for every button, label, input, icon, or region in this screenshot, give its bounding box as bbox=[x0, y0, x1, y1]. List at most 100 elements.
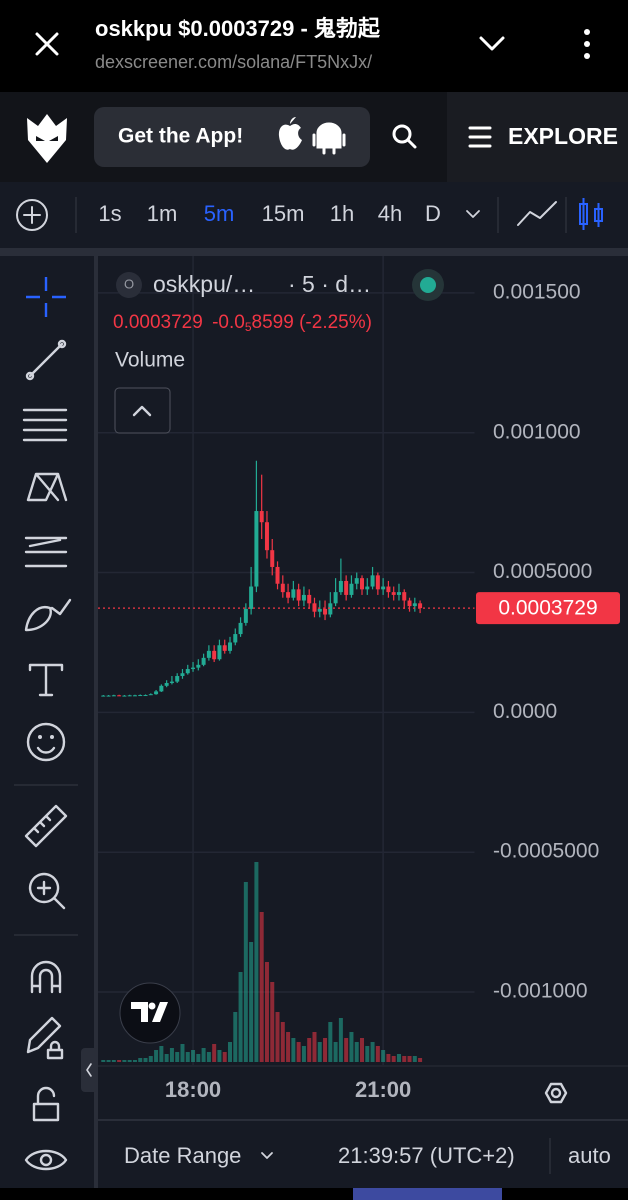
volume-bar bbox=[238, 972, 243, 1062]
candle-body bbox=[212, 650, 217, 660]
pattern-tool[interactable] bbox=[26, 472, 68, 502]
auto-scale-button[interactable]: auto bbox=[568, 1143, 611, 1168]
volume-bar bbox=[122, 1060, 127, 1062]
candle-body bbox=[338, 580, 343, 593]
legend-change-subscript: 5 bbox=[245, 320, 252, 334]
volume-bar bbox=[280, 1022, 285, 1062]
settings-button[interactable] bbox=[544, 1082, 568, 1104]
menu-button[interactable] bbox=[584, 29, 590, 59]
candle-body bbox=[243, 608, 248, 623]
logo[interactable] bbox=[27, 114, 67, 163]
candle-body bbox=[117, 695, 122, 697]
tradingview-logo[interactable] bbox=[119, 982, 181, 1044]
collapse-tools-button[interactable] bbox=[81, 1048, 98, 1092]
search-button[interactable] bbox=[392, 124, 412, 144]
volume-bar bbox=[344, 1038, 349, 1062]
symbol-info: · 5 · d… bbox=[288, 271, 371, 297]
candle-body bbox=[412, 603, 417, 607]
volume-bar bbox=[148, 1056, 153, 1062]
candle-body bbox=[296, 589, 301, 601]
candle-body bbox=[307, 594, 312, 604]
interval-button[interactable]: 1s bbox=[98, 201, 121, 226]
candle-body bbox=[185, 669, 190, 674]
interval-button[interactable]: 1h bbox=[330, 201, 354, 226]
lock-tool[interactable] bbox=[32, 1086, 60, 1122]
clock[interactable]: 21:39:57 (UTC+2) bbox=[338, 1143, 515, 1168]
logo-eyes bbox=[36, 136, 58, 141]
collapse-legend-button[interactable] bbox=[114, 387, 171, 434]
candle-body bbox=[175, 676, 180, 682]
volume-bar bbox=[354, 1042, 359, 1062]
volume-bar bbox=[396, 1054, 401, 1062]
interval-button[interactable]: 15m bbox=[262, 201, 305, 226]
browser-bar bbox=[0, 0, 628, 92]
candle-body bbox=[148, 694, 153, 696]
candle-body bbox=[328, 603, 333, 615]
volume-bar bbox=[222, 1052, 227, 1062]
volume-bar bbox=[201, 1048, 206, 1062]
close-button[interactable] bbox=[35, 32, 59, 56]
line-chart-button[interactable] bbox=[517, 201, 557, 226]
lock-draw-tool[interactable] bbox=[26, 1016, 64, 1060]
trend-line-tool[interactable] bbox=[25, 339, 67, 381]
volume-bar bbox=[233, 1012, 238, 1062]
magnet-tool[interactable] bbox=[30, 960, 62, 994]
interval-button[interactable]: D bbox=[425, 201, 441, 226]
text-tool[interactable] bbox=[28, 663, 64, 697]
candle-body bbox=[238, 622, 243, 635]
search-handle bbox=[406, 138, 417, 149]
volume-bar bbox=[349, 1032, 354, 1062]
candle-body bbox=[206, 650, 211, 658]
candle-body bbox=[270, 550, 275, 567]
candle-body bbox=[106, 695, 111, 697]
candle-body bbox=[222, 645, 227, 651]
volume-bar bbox=[412, 1056, 417, 1062]
volume-bar bbox=[143, 1058, 148, 1062]
collapse-tools-icon bbox=[86, 1063, 92, 1077]
crosshair-tool[interactable] bbox=[26, 277, 66, 317]
app-button[interactable] bbox=[94, 107, 370, 167]
candle-chart-button[interactable] bbox=[579, 198, 603, 230]
volume-bar bbox=[370, 1042, 375, 1062]
volume-bar bbox=[259, 912, 264, 1062]
candle-body bbox=[122, 695, 127, 697]
date-range-button[interactable]: Date Range bbox=[124, 1143, 241, 1168]
candle-body bbox=[349, 583, 354, 595]
volume-bar bbox=[101, 1060, 106, 1062]
chart-toolbar bbox=[0, 182, 628, 248]
volume-bar bbox=[180, 1044, 185, 1062]
symbol-name[interactable]: oskkpu/… bbox=[153, 271, 255, 297]
volume-bar bbox=[264, 962, 269, 1062]
interval-button[interactable]: 1m bbox=[147, 201, 178, 226]
candle-body bbox=[101, 695, 106, 697]
prediction-tool[interactable] bbox=[24, 536, 68, 568]
candle-body bbox=[111, 695, 116, 697]
volume-bar bbox=[175, 1052, 180, 1062]
collapse-icon bbox=[132, 405, 152, 417]
interval-button[interactable]: 4h bbox=[378, 201, 402, 226]
interval-dropdown[interactable] bbox=[466, 210, 480, 218]
volume-bar bbox=[381, 1050, 386, 1062]
last-price-label: 0.0003729 bbox=[498, 597, 597, 620]
date-range-chevron bbox=[261, 1152, 273, 1159]
volume-bar bbox=[196, 1054, 201, 1062]
brush-tool[interactable] bbox=[24, 598, 72, 632]
add-symbol-button[interactable] bbox=[16, 199, 48, 231]
y-tick-label: -0.001000 bbox=[493, 980, 588, 1003]
ruler-tool[interactable] bbox=[24, 804, 68, 848]
candle-body bbox=[396, 592, 401, 595]
volume-label: Volume bbox=[115, 349, 185, 372]
legend-price: 0.0003729 bbox=[113, 312, 203, 333]
volume-bar bbox=[307, 1038, 312, 1062]
url-fade bbox=[446, 48, 476, 78]
volume-bar bbox=[291, 1038, 296, 1062]
expand-button[interactable] bbox=[479, 36, 505, 51]
toolbar-separator bbox=[0, 248, 628, 256]
visibility-tool[interactable] bbox=[24, 1149, 68, 1171]
candle-body bbox=[264, 522, 269, 551]
candle-body bbox=[360, 578, 365, 590]
zoom-tool[interactable] bbox=[28, 872, 66, 910]
emoji-tool[interactable] bbox=[26, 722, 66, 762]
fib-tool[interactable] bbox=[22, 408, 68, 442]
interval-button[interactable]: 5m bbox=[204, 201, 235, 226]
